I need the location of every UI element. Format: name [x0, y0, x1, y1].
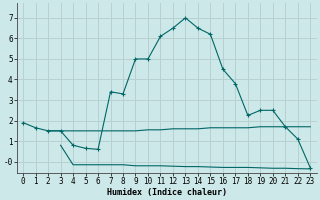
X-axis label: Humidex (Indice chaleur): Humidex (Indice chaleur) [107, 188, 227, 197]
